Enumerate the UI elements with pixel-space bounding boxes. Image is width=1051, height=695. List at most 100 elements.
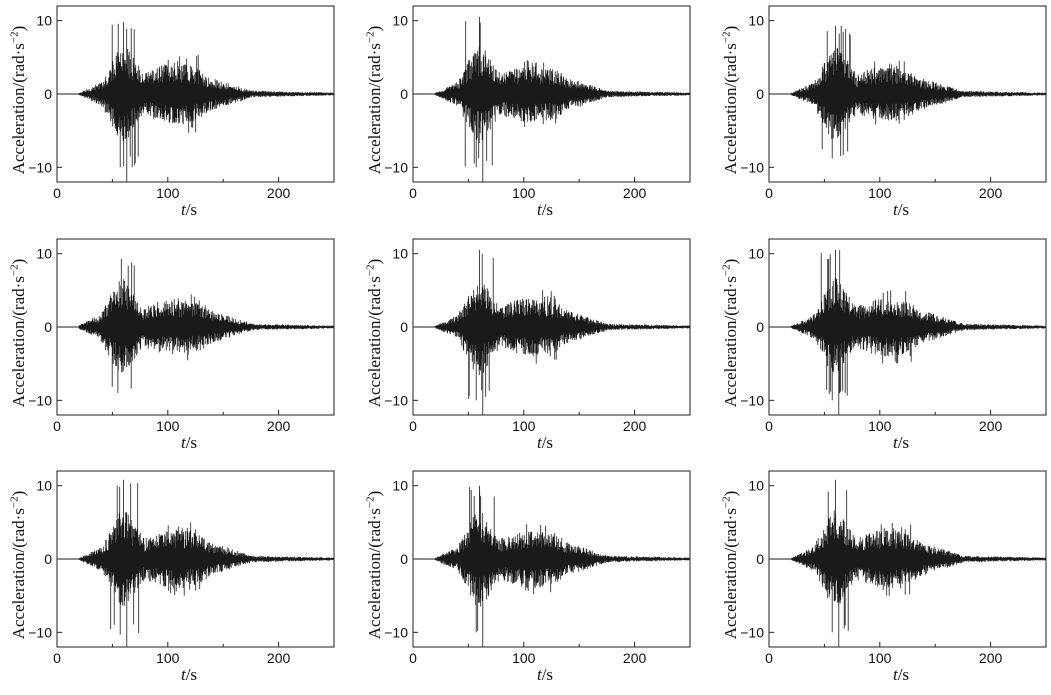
signal-trace [78,258,335,393]
x-axis-variable: t [892,200,898,219]
x-axis-label: t/s [149,433,229,453]
x-axis-variable: t [536,665,542,684]
y-axis-label-close: ) [721,490,740,497]
y-axis-label-exponent: −2 [720,264,733,277]
y-tick-label: 10 [392,13,408,29]
x-tick-label: 0 [409,650,417,666]
y-axis-label-exponent: −2 [8,496,21,509]
y-axis-label-text: Acceleration/(rad·s [721,508,740,640]
y-axis-label: Acceleration/(rad·s−2) [720,228,741,438]
y-axis-label-exponent: −2 [364,264,377,277]
y-axis-label-text: Acceleration/(rad·s [9,276,28,408]
chart-panel-7: 0 100 200 10 0 −10 Acceleration/(rad·s−2) t/s [0,465,350,695]
signal-trace [434,485,691,647]
x-tick-label: 0 [53,650,61,666]
chart-panel-5: 0 100 200 10 0 −10 Acceleration/(rad·s−2) t/s [356,233,706,463]
y-axis-label: Acceleration/(rad·s−2) [364,228,385,438]
x-axis-label: t/s [505,200,585,220]
y-axis-label-close: ) [721,25,740,32]
x-tick-label: 0 [409,418,417,434]
y-axis-label-text: Acceleration/(rad·s [721,276,740,408]
x-tick-label: 100 [156,418,180,434]
y-axis-label-exponent: −2 [720,31,733,44]
x-axis-label: t/s [861,665,941,685]
chart-panel-1: 0 100 200 10 0 −10 Acceleration/(rad·s−2) t/s [0,0,350,230]
y-tick-label: −10 [740,392,764,408]
x-axis-variable: t [180,433,186,452]
x-tick-label: 0 [53,185,61,201]
signal-trace [790,250,1047,415]
x-tick-label: 100 [512,418,536,434]
x-tick-label: 0 [765,418,773,434]
y-axis-label-exponent: −2 [8,31,21,44]
x-axis-unit: /s [185,200,198,219]
y-axis-label: Acceleration/(rad·s−2) [8,460,29,670]
x-axis-label: t/s [861,433,941,453]
signal-trace [790,25,1047,159]
x-tick-label: 100 [156,650,180,666]
chart-panel-6: 0 100 200 10 0 −10 Acceleration/(rad·s−2) t/s [712,233,1051,463]
y-tick-label: −10 [740,624,764,640]
x-axis-variable: t [892,665,898,684]
x-tick-label: 100 [868,650,892,666]
x-tick-label: 200 [267,650,291,666]
x-axis-unit: /s [541,200,554,219]
y-tick-label: 10 [36,13,52,29]
y-axis-label-text: Acceleration/(rad·s [365,508,384,640]
y-axis-label-close: ) [365,490,384,497]
y-tick-label: 0 [400,86,408,102]
chart-panel-8: 0 100 200 10 0 −10 Acceleration/(rad·s−2) t/s [356,465,706,695]
chart-panel-3: 0 100 200 10 0 −10 Acceleration/(rad·s−2) t/s [712,0,1051,230]
y-axis-label: Acceleration/(rad·s−2) [8,0,29,205]
y-tick-label: 0 [400,319,408,335]
signal-trace [434,17,691,182]
y-tick-label: 10 [392,478,408,494]
y-tick-label: −10 [384,392,408,408]
chart-panel-4: 0 100 200 10 0 −10 Acceleration/(rad·s−2) t/s [0,233,350,463]
x-tick-label: 200 [979,185,1003,201]
x-tick-label: 0 [765,185,773,201]
x-axis-unit: /s [185,665,198,684]
y-axis-label-text: Acceleration/(rad·s [9,43,28,175]
x-tick-label: 100 [868,418,892,434]
y-tick-label: 10 [748,478,764,494]
x-tick-label: 100 [868,185,892,201]
y-axis-label: Acceleration/(rad·s−2) [8,228,29,438]
y-axis-label-close: ) [9,490,28,497]
y-tick-label: −10 [28,392,52,408]
x-axis-label: t/s [505,433,585,453]
y-axis-label-close: ) [9,258,28,265]
y-tick-label: 10 [748,13,764,29]
y-axis-label-exponent: −2 [364,496,377,509]
x-axis-unit: /s [897,200,910,219]
x-tick-label: 0 [765,650,773,666]
x-axis-label: t/s [861,200,941,220]
y-axis-label-close: ) [365,258,384,265]
y-tick-label: 0 [44,86,52,102]
y-tick-label: −10 [384,159,408,175]
y-axis-label: Acceleration/(rad·s−2) [364,460,385,670]
x-axis-variable: t [892,433,898,452]
y-tick-label: 10 [748,246,764,262]
y-axis-label-text: Acceleration/(rad·s [9,508,28,640]
y-tick-label: 0 [756,551,764,567]
x-tick-label: 200 [267,418,291,434]
y-tick-label: 0 [756,86,764,102]
y-axis-label-text: Acceleration/(rad·s [365,43,384,175]
x-tick-label: 100 [156,185,180,201]
y-axis-label-close: ) [9,25,28,32]
y-tick-label: 10 [36,246,52,262]
chart-panel-2: 0 100 200 10 0 −10 Acceleration/(rad·s−2) t/s [356,0,706,230]
signal-trace [78,22,335,182]
signal-trace [434,250,691,415]
x-axis-label: t/s [505,665,585,685]
x-axis-unit: /s [185,433,198,452]
